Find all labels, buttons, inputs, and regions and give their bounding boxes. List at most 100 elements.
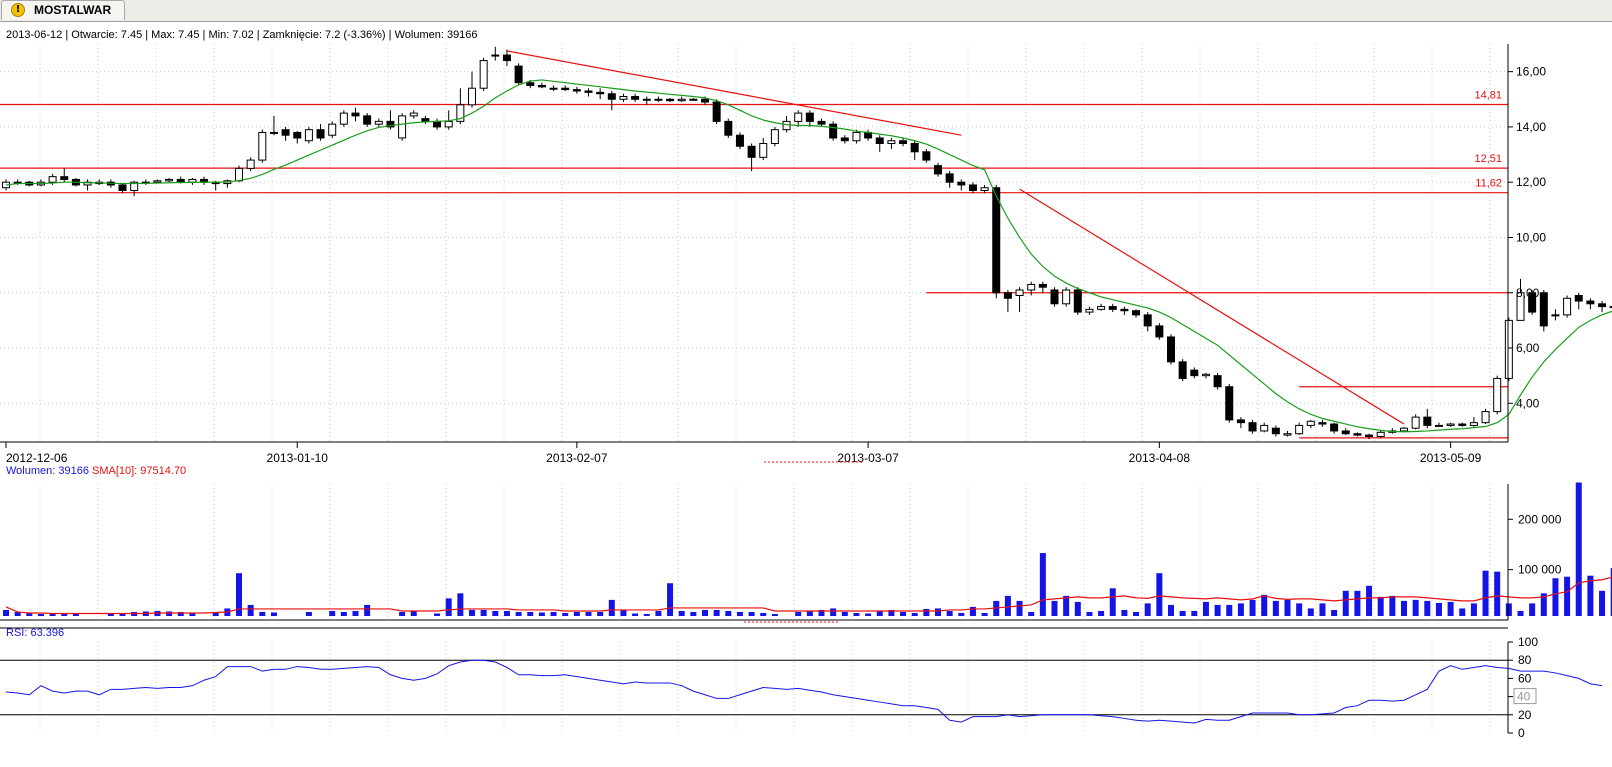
candle-body xyxy=(1038,283,1047,288)
candle xyxy=(1155,323,1164,340)
volume-bar xyxy=(981,612,988,616)
candle xyxy=(572,86,581,94)
info-open: Otwarcie: 7.45 xyxy=(71,29,142,41)
candle-body xyxy=(619,96,628,100)
candle xyxy=(957,179,966,191)
rsi-y-tick-label: 80 xyxy=(1518,653,1532,667)
candle xyxy=(1178,359,1187,382)
candle xyxy=(992,184,1001,299)
candle-body xyxy=(456,104,465,122)
candle-body xyxy=(934,165,942,175)
volume-bar xyxy=(818,609,825,616)
volume-bar xyxy=(608,599,615,616)
candle-body xyxy=(281,129,290,136)
tab-mostalwar[interactable]: ! MOSTALWAR xyxy=(1,0,125,20)
volume-bar xyxy=(1435,602,1442,616)
candle-body xyxy=(328,123,337,136)
candle-body xyxy=(269,131,278,134)
volume-bar xyxy=(1412,599,1419,616)
candle xyxy=(607,90,616,111)
candle xyxy=(1318,419,1327,427)
candle-body xyxy=(1085,308,1094,313)
candle xyxy=(689,97,698,101)
volume-bar xyxy=(736,611,743,616)
candle-body xyxy=(188,178,197,183)
candle xyxy=(619,93,628,103)
candle-body xyxy=(1190,369,1199,377)
volume-bar xyxy=(667,583,674,616)
candle-body xyxy=(596,91,605,95)
volume-bar xyxy=(1319,603,1326,616)
candle-body xyxy=(735,134,744,147)
candle-body xyxy=(1306,420,1315,426)
candle xyxy=(712,99,721,125)
candle xyxy=(666,97,675,103)
volume-bar xyxy=(1086,611,1093,616)
candle-body xyxy=(514,65,523,84)
candle xyxy=(1260,422,1269,433)
candle xyxy=(561,85,570,91)
candle-body xyxy=(491,54,500,57)
info-max: Max: 7.45 xyxy=(151,29,199,41)
volume-bar xyxy=(1354,590,1361,616)
candle xyxy=(502,49,511,67)
candle-body xyxy=(293,131,302,139)
volume-bar xyxy=(1401,600,1407,616)
time-tick-label: 2013-01-10 xyxy=(267,451,329,465)
candle xyxy=(584,88,593,97)
volume-bar xyxy=(1307,608,1314,616)
candle-body xyxy=(1318,422,1327,425)
time-tick-label: 2013-03-07 xyxy=(837,451,899,465)
level-label: 11,62 xyxy=(1475,178,1502,190)
volume-bar xyxy=(107,613,114,616)
trend-line xyxy=(1019,188,1405,425)
candle-body xyxy=(526,82,535,86)
candle-body xyxy=(1528,292,1537,313)
volume-bar xyxy=(702,609,708,616)
sma-line xyxy=(5,79,1612,433)
rsi-line xyxy=(5,659,1603,724)
volume-bar xyxy=(1202,601,1209,616)
candle-body xyxy=(433,120,442,128)
volume-bar xyxy=(1470,603,1477,616)
volume-bar xyxy=(305,611,312,616)
candle-body xyxy=(1469,422,1478,426)
candle-body xyxy=(899,140,908,145)
price-y-tick-label: 10,00 xyxy=(1516,230,1546,244)
candle-body xyxy=(631,96,640,100)
candle-body xyxy=(561,87,570,91)
candle xyxy=(875,135,884,152)
candle-body xyxy=(502,54,511,62)
info-close: Zamknięcie: 7.2 (-3.36%) xyxy=(263,29,386,41)
candle xyxy=(1458,422,1467,427)
volume-bar xyxy=(1599,590,1606,616)
candle-body xyxy=(246,159,255,169)
candle xyxy=(537,82,546,89)
volume-bar xyxy=(946,610,953,616)
stock-chart[interactable]: 2013-06-12 | Otwarcie: 7.45 | Max: 7.45 … xyxy=(0,22,1612,762)
candle xyxy=(1353,432,1362,437)
candle xyxy=(794,110,803,127)
candle-body xyxy=(1201,373,1210,377)
volume-bar xyxy=(923,608,930,616)
candle-body xyxy=(398,115,407,139)
volume-bar xyxy=(1051,600,1058,616)
rsi-y-tick-label: 0 xyxy=(1518,726,1525,740)
candle xyxy=(1341,428,1350,436)
candle-body xyxy=(235,167,243,182)
volume-legend: Wolumen: 39166 xyxy=(6,465,89,477)
volume-bar xyxy=(1366,585,1373,616)
volume-bar xyxy=(189,612,196,616)
candle-body xyxy=(316,129,325,139)
candle-body xyxy=(421,118,430,122)
volume-bar xyxy=(3,609,9,616)
tab-label: MOSTALWAR xyxy=(34,3,112,17)
candle-body xyxy=(747,145,756,158)
candle-body xyxy=(922,151,931,161)
volume-bar xyxy=(515,611,522,616)
candle xyxy=(1563,295,1572,318)
candle xyxy=(549,85,558,91)
candle-body xyxy=(852,131,861,142)
volume-bar xyxy=(1459,608,1466,616)
candle xyxy=(316,124,325,141)
